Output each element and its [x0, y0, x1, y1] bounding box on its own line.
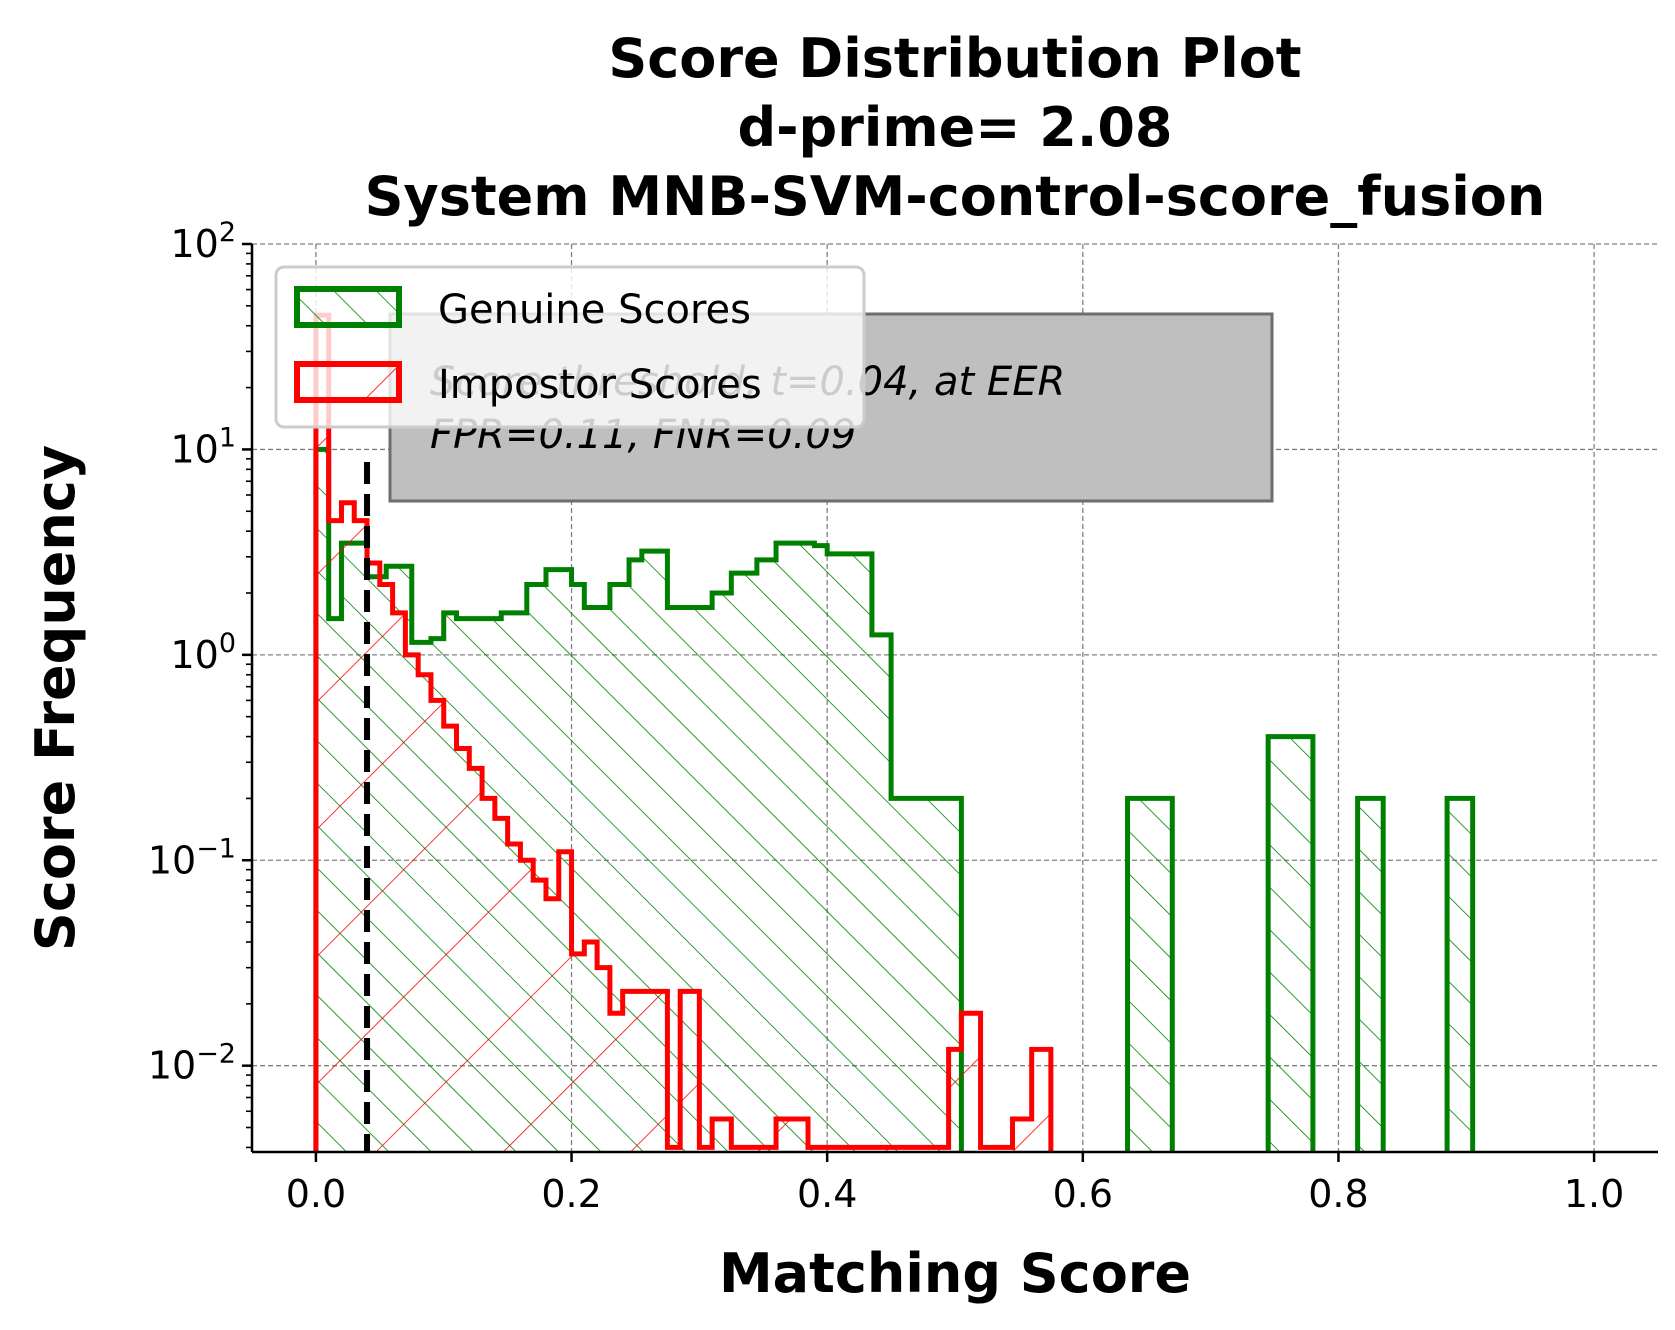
impostor-bar [469, 768, 483, 1152]
genuine-bar [731, 573, 757, 1152]
x-tick-label: 0.6 [1053, 1172, 1113, 1216]
genuine-bar [871, 634, 892, 1152]
impostor-bar [443, 726, 457, 1152]
genuine-bar [814, 545, 828, 1152]
impostor-bar [597, 967, 610, 1152]
impostor-bar [392, 612, 406, 1152]
impostor-bar [430, 700, 444, 1152]
genuine-bar [1447, 798, 1473, 1152]
impostor-bar [622, 991, 668, 1152]
impostor-outline [313, 312, 1054, 1152]
chart-subtitle-system: System MNB-SVM-control-score_fusion [365, 165, 1546, 228]
x-tick-label: 1.0 [1564, 1172, 1624, 1216]
impostor-bar [328, 520, 342, 1152]
impostor-bar [1031, 1049, 1051, 1152]
impostor-bar [584, 942, 598, 1152]
impostor-bar [609, 1013, 623, 1152]
impostor-histogram [313, 312, 1054, 1152]
genuine-bar [1268, 736, 1313, 1152]
impostor-bar [341, 502, 355, 1152]
impostor-bar [379, 584, 393, 1152]
impostor-bar [418, 674, 431, 1152]
x-tick-label: 0.2 [541, 1172, 601, 1216]
genuine-bar [756, 559, 777, 1152]
impostor-bar [520, 860, 534, 1152]
impostor-bar [545, 898, 559, 1152]
genuine-bar [776, 543, 815, 1152]
impostor-bar [367, 562, 380, 1152]
y-tick-label: 10−2 [148, 1039, 236, 1088]
genuine-bar [1127, 798, 1173, 1152]
x-tick-label: 0.4 [797, 1172, 857, 1216]
genuine-bar [827, 553, 872, 1152]
impostor-bar [315, 315, 329, 1152]
legend-box [274, 265, 866, 429]
impostor-bar [405, 654, 419, 1152]
genuine-bar [1357, 798, 1384, 1152]
legend-genuine-label: Genuine Scores [438, 287, 751, 333]
legend-impostor-swatch [294, 361, 402, 403]
impostor-bar [507, 843, 521, 1152]
y-tick-label: 100 [170, 628, 236, 677]
impostor-bar [558, 851, 572, 1152]
impostor-bar [571, 953, 585, 1152]
impostor-bar [680, 991, 700, 1152]
impostor-bar [533, 880, 546, 1152]
x-tick-label: 0.0 [286, 1172, 346, 1216]
y-tick-label: 10−1 [148, 833, 236, 882]
impostor-bar [354, 520, 368, 1152]
impostor-bar [1012, 1119, 1032, 1152]
axes: 0.0 0.2 0.4 0.6 0.8 1.0 102 101 100 10−1 10−2 [148, 217, 1658, 1216]
chart-title: Score Distribution Plot [608, 27, 1301, 90]
impostor-bar [948, 1049, 962, 1152]
genuine-bar [712, 593, 732, 1152]
x-axis-label: Matching Score [719, 1242, 1191, 1305]
impostor-bar [482, 798, 495, 1152]
impostor-bar [961, 1013, 981, 1152]
impostor-bar [712, 1119, 732, 1152]
impostor-bar [456, 748, 470, 1152]
chart-subtitle-dprime: d-prime= 2.08 [737, 96, 1172, 159]
y-tick-label: 102 [170, 217, 236, 266]
y-tick-label: 101 [170, 422, 236, 471]
y-axis-label: Score Frequency [24, 445, 87, 951]
genuine-outline [313, 446, 1476, 1152]
legend: Genuine Scores Impostor Scores [274, 265, 866, 429]
impostor-bar [776, 1119, 809, 1152]
legend-genuine-swatch [294, 286, 402, 328]
x-tick-label: 0.8 [1308, 1172, 1368, 1216]
legend-impostor-label: Impostor Scores [438, 362, 762, 408]
impostor-bar [494, 818, 508, 1152]
